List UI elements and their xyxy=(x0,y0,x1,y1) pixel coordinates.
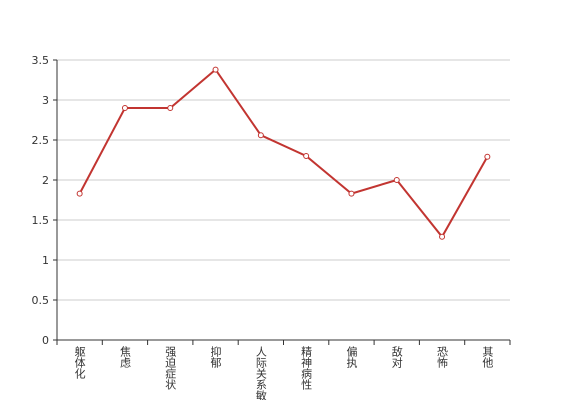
y-tick-label: 3.5 xyxy=(32,54,50,67)
point xyxy=(257,132,264,139)
y-tick-label: 0.5 xyxy=(32,294,50,307)
x-tick-label: 人际关系敏感 xyxy=(254,346,267,400)
point xyxy=(167,105,174,111)
point xyxy=(76,190,83,197)
point xyxy=(439,233,446,240)
x-tick-label: 抑郁 xyxy=(209,345,222,368)
point xyxy=(303,153,310,159)
y-tick-label: 2.5 xyxy=(32,134,50,147)
y-tick-label: 3 xyxy=(42,94,49,107)
x-tick-label: 其他 xyxy=(481,346,494,368)
y-tick-label: 0 xyxy=(42,334,49,347)
point xyxy=(212,66,219,73)
x-tick-label: 精神病性 xyxy=(300,346,313,391)
x-tick-label: 焦虑 xyxy=(118,346,131,368)
point xyxy=(121,105,128,111)
x-tick-label: 偏执 xyxy=(345,345,358,369)
x-tick-label: 强迫症状 xyxy=(164,346,177,390)
point xyxy=(393,177,400,183)
x-tick-label: 敌对 xyxy=(390,345,403,368)
y-tick-label: 1.5 xyxy=(32,214,50,227)
y-tick-label: 1 xyxy=(42,254,49,267)
x-tick-label: 恐怖 xyxy=(436,346,449,368)
point xyxy=(484,153,491,160)
line xyxy=(78,68,489,239)
point xyxy=(348,190,355,197)
y-tick-label: 2 xyxy=(42,174,49,187)
x-tick-label: 躯体化 xyxy=(73,346,86,380)
